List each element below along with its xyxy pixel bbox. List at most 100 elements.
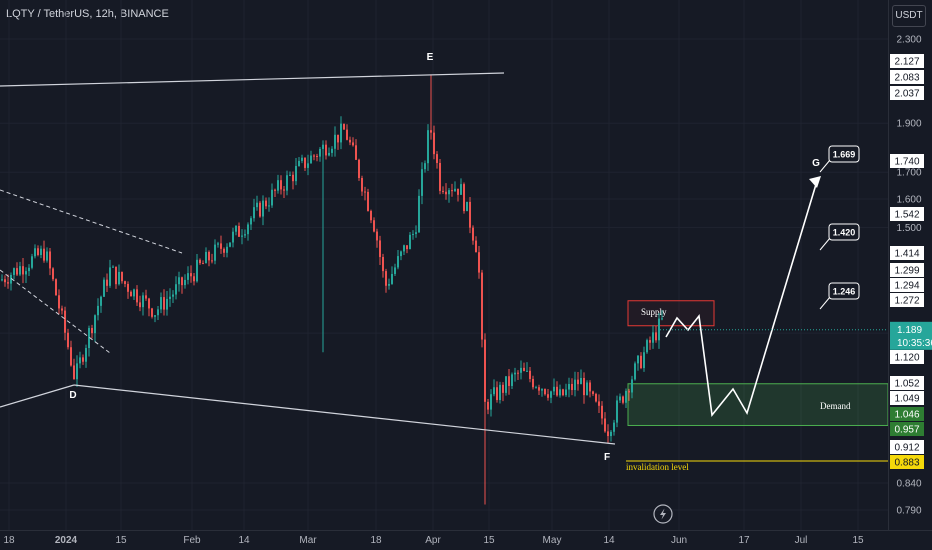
time-tick-label: 18 xyxy=(3,535,15,546)
currency-label[interactable]: USDT xyxy=(892,5,926,27)
candle-body xyxy=(220,243,222,249)
candle-body xyxy=(595,393,597,402)
candle-body xyxy=(121,271,123,282)
wave-label: F xyxy=(604,452,610,463)
candle-body xyxy=(280,180,282,190)
candle-body xyxy=(277,180,279,191)
candle-body xyxy=(571,383,573,391)
candle-body xyxy=(49,251,51,269)
candle-body xyxy=(580,377,582,385)
price-axis-marker xyxy=(890,207,924,221)
candle-body xyxy=(490,394,492,410)
candle-body xyxy=(25,271,27,275)
upper-trend-line xyxy=(0,72,505,87)
candle-body xyxy=(154,315,156,317)
candle-body xyxy=(358,159,360,179)
candle-body xyxy=(217,243,219,245)
current-price-countdown: 10:35:36 xyxy=(897,338,932,349)
price-axis-marker-label: 1.294 xyxy=(894,281,919,292)
time-axis[interactable]: 18 2024 15 Feb 14 Mar 18 Apr 15 May 14 Jun 17 Jul 15 xyxy=(3,535,864,546)
candle-body xyxy=(619,396,621,401)
candle-body xyxy=(394,267,396,274)
price-axis-marker-label: 2.037 xyxy=(894,89,919,100)
price-axis-marker xyxy=(890,455,924,469)
candle-body xyxy=(295,166,297,182)
price-axis-marker xyxy=(890,54,924,68)
candle-body xyxy=(400,251,402,257)
candle-body xyxy=(139,302,141,308)
candle-body xyxy=(106,279,108,286)
target-leader xyxy=(819,159,831,173)
candle-body xyxy=(244,234,246,236)
candle-body xyxy=(160,297,162,310)
candle-body xyxy=(250,218,252,225)
candle-body xyxy=(196,259,198,282)
price-axis-marker-label: 1.414 xyxy=(894,249,919,260)
price-axis[interactable]: 2.3001.9001.7001.6001.5001.1800.8400.790… xyxy=(660,35,932,517)
candle-body xyxy=(517,372,519,374)
supply-zone-label: Supply xyxy=(641,307,667,317)
candle-body xyxy=(478,252,480,273)
target-box xyxy=(828,223,860,241)
invalidation-label: invalidation level xyxy=(626,462,689,472)
candle-body xyxy=(589,382,591,392)
candle-body xyxy=(646,340,648,353)
candle-body xyxy=(391,273,393,284)
candle-body xyxy=(424,163,426,170)
candle-body xyxy=(247,224,249,235)
candle-body xyxy=(148,298,150,309)
candle-body xyxy=(58,295,60,309)
candle-body xyxy=(193,276,195,282)
candle-body xyxy=(1,279,3,281)
candle-body xyxy=(586,382,588,396)
lower-trend-line xyxy=(73,384,616,445)
price-tick-label: 1.900 xyxy=(896,119,921,130)
candle-body xyxy=(418,195,420,233)
candle-body xyxy=(124,281,126,284)
price-axis-marker xyxy=(890,263,924,277)
candle-body xyxy=(652,332,654,343)
candle-body xyxy=(616,400,618,423)
candle-body xyxy=(604,418,606,432)
candle-body xyxy=(370,210,372,221)
candle-body xyxy=(439,162,441,191)
candle-body xyxy=(103,279,105,297)
price-tick-label: 1.700 xyxy=(896,168,921,179)
candle-body xyxy=(316,156,318,158)
candle-body xyxy=(319,148,321,157)
price-axis-marker xyxy=(890,440,924,454)
candle-body xyxy=(232,231,234,243)
candle-body xyxy=(427,130,429,164)
trend-lines xyxy=(0,72,616,445)
candle-body xyxy=(259,202,261,217)
candle-body xyxy=(658,318,660,341)
candle-body xyxy=(28,267,30,272)
time-tick-label: 14 xyxy=(603,535,615,546)
candle-body xyxy=(241,235,243,237)
candle-body xyxy=(445,191,447,195)
lightning-icon[interactable] xyxy=(653,504,673,524)
current-price-marker xyxy=(890,321,932,350)
candle-body xyxy=(520,367,522,373)
candle-body xyxy=(169,296,171,299)
symbol-title: LQTY / TetherUS, 12h, BINANCE xyxy=(6,8,169,20)
candle-body xyxy=(481,272,483,340)
candle-body xyxy=(292,174,294,182)
price-axis-marker xyxy=(890,391,924,405)
price-axis-marker-label: 2.083 xyxy=(894,73,919,84)
price-axis-marker-label: 1.542 xyxy=(894,210,919,221)
projection-arrowhead xyxy=(809,176,821,188)
candle-body xyxy=(262,200,264,217)
candle-body xyxy=(253,207,255,219)
price-axis-marker xyxy=(890,407,924,421)
candle-body xyxy=(529,370,531,379)
time-tick-label: 15 xyxy=(115,535,127,546)
candle-body xyxy=(526,370,528,372)
target-box xyxy=(828,145,860,163)
wave-label: D xyxy=(69,390,76,401)
candle-body xyxy=(97,305,99,316)
candle-body xyxy=(574,379,576,391)
price-tick-label: 1.600 xyxy=(896,194,921,205)
candles xyxy=(1,74,663,505)
